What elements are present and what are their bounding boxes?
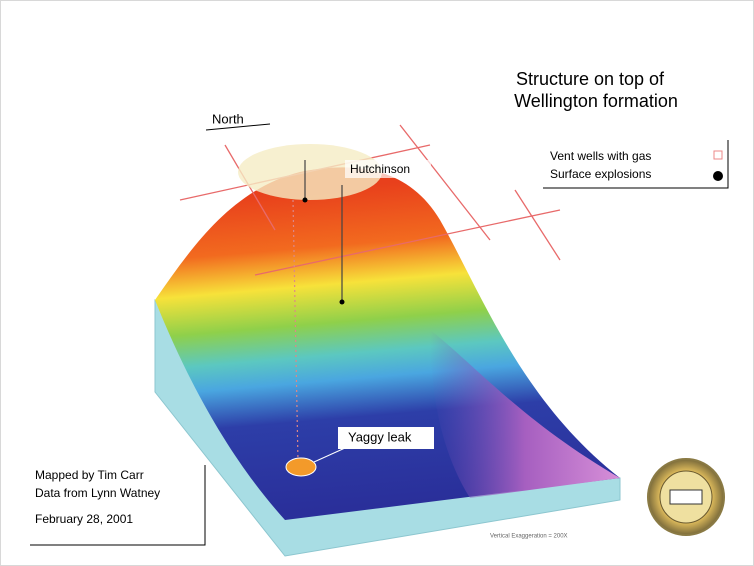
north-label: North — [212, 111, 244, 126]
legend-border — [543, 140, 729, 189]
yaggy-label: Yaggy leak — [348, 429, 412, 444]
wells — [292, 160, 343, 463]
north-arrow — [205, 123, 271, 131]
city — [238, 144, 382, 200]
seal-emblem — [669, 489, 703, 505]
title-line: Structure on top of — [516, 69, 665, 89]
credit: Data from Lynn Watney — [35, 486, 160, 500]
well — [292, 199, 299, 463]
surface-low — [430, 330, 620, 498]
credit-border — [30, 465, 206, 546]
legend-explosion — [713, 171, 723, 181]
well-top — [302, 197, 308, 203]
label-box — [338, 427, 434, 449]
label-box — [345, 160, 431, 178]
exaggeration-note: Vertical Exaggeration = 200X — [490, 534, 568, 540]
credit: Mapped by Tim Carr — [35, 468, 144, 482]
leak-spot — [285, 457, 317, 477]
grid-line — [224, 144, 276, 231]
legend-item: Vent wells with gas — [550, 149, 651, 163]
grid-line — [514, 189, 561, 261]
credit: February 28, 2001 — [35, 512, 133, 526]
well-top — [339, 299, 345, 305]
grid-line — [399, 124, 491, 241]
legend-item: Surface explosions — [550, 167, 651, 181]
title-line: Wellington formation — [514, 91, 678, 111]
hutchinson-label: Hutchinson — [350, 162, 410, 176]
grid-line — [254, 209, 561, 276]
legend-vent — [713, 150, 723, 160]
leak-pointer — [313, 447, 346, 463]
